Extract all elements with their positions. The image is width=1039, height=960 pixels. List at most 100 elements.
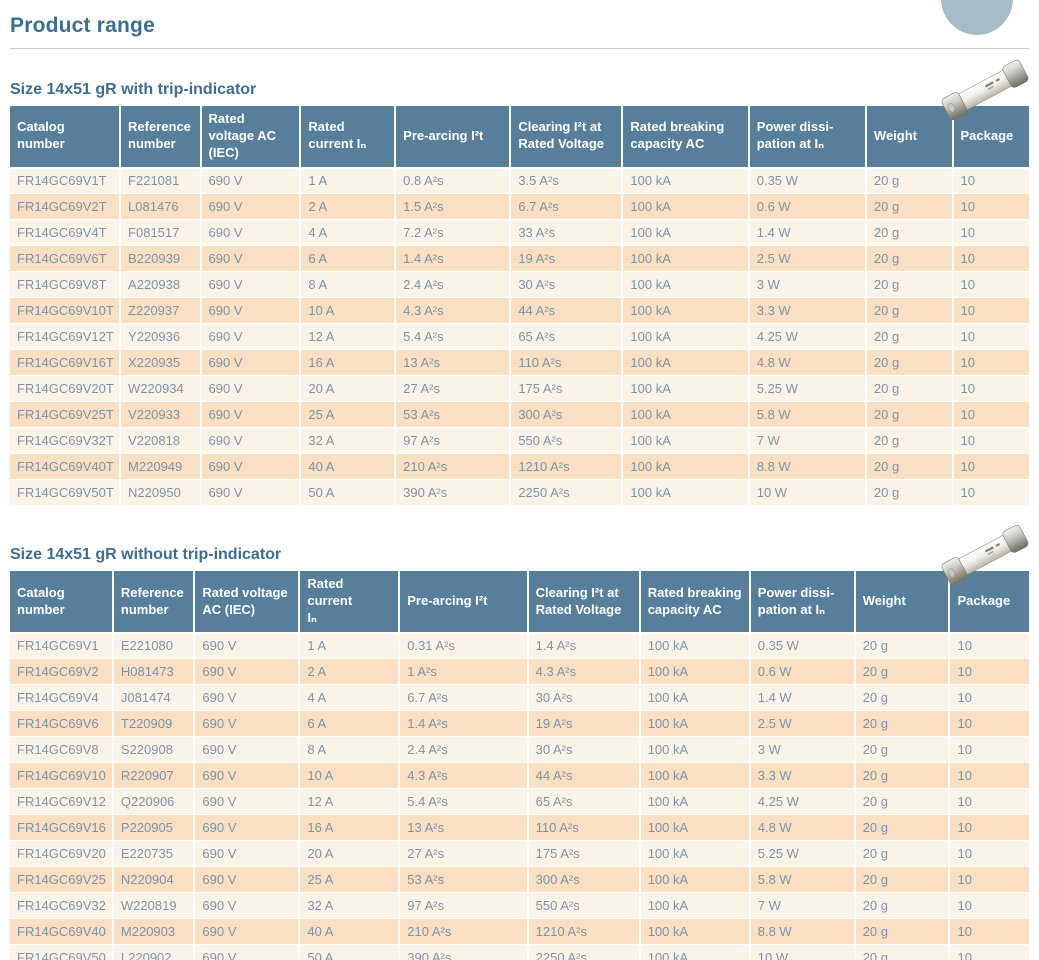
table-cell: 20 g <box>854 684 951 712</box>
table-cell: 690 V <box>200 349 302 377</box>
table-cell: 32 A <box>299 892 401 920</box>
table-cell: FR14GC69V16T <box>10 349 122 377</box>
table-cell: 4.8 W <box>749 814 856 842</box>
table-cell: F081517 <box>120 219 202 247</box>
table-cell: 20 g <box>854 814 951 842</box>
table-cell: 10 <box>949 736 1029 764</box>
column-header: Package <box>949 571 1029 634</box>
table-cell: FR14GC69V16 <box>10 814 114 842</box>
column-header: Rated current Iₙ <box>300 106 397 169</box>
table-cell: 100 kA <box>622 427 750 455</box>
table-cell: FR14GC69V1 <box>10 632 114 660</box>
table-row: FR14GC69V40T M220949 690 V 40 A 210 A²s 1210 … <box>10 453 1029 481</box>
column-header: Rated breaking capacity AC <box>639 571 751 634</box>
table-cell: 6 A <box>299 710 401 738</box>
table-cell: 10 <box>952 427 1029 455</box>
table-cell: 20 g <box>865 219 954 247</box>
table-cell: 20 g <box>865 401 954 429</box>
table-cell: 97 A²s <box>399 892 529 920</box>
table-cell: 10 <box>952 271 1029 299</box>
table-cell: 690 V <box>194 710 301 738</box>
column-header: Rated breaking capacity AC <box>622 106 750 169</box>
table-cell: E221080 <box>112 632 196 660</box>
table-cell: 690 V <box>194 658 301 686</box>
table-row: FR14GC69V10T Z220937 690 V 10 A 4.3 A²s 44 A²… <box>10 297 1029 325</box>
title-divider <box>10 48 1029 49</box>
table-cell: 16 A <box>299 814 401 842</box>
table-cell: FR14GC69V4T <box>10 219 122 247</box>
table-cell: FR14GC69V10T <box>10 297 122 325</box>
table-cell: 550 A²s <box>527 892 641 920</box>
table-cell: 20 g <box>854 762 951 790</box>
table-cell: 1.4 W <box>748 219 867 247</box>
table-cell: 10 <box>952 375 1029 403</box>
table-cell: 1.4 W <box>749 684 856 712</box>
table-cell: 1.4 A²s <box>527 632 641 660</box>
table-cell: FR14GC69V8 <box>10 736 114 764</box>
table-cell: 175 A²s <box>527 840 641 868</box>
table-row: FR14GC69V16 P220905 690 V 16 A 13 A²s 110 A²s… <box>10 814 1029 842</box>
table-cell: 10 <box>949 918 1029 946</box>
table-wrap: Catalog number Reference number Rated volt… <box>10 58 1030 507</box>
table-cell: FR14GC69V12 <box>10 788 114 816</box>
table-cell: 20 g <box>865 427 954 455</box>
table-cell: 690 V <box>200 219 302 247</box>
table-cell: 10 <box>952 401 1029 429</box>
table-cell: 97 A²s <box>395 427 512 455</box>
table-cell: 0.8 A²s <box>395 167 512 195</box>
table-cell: 690 V <box>200 427 302 455</box>
table-cell: 20 g <box>854 944 951 960</box>
table-cell: 690 V <box>194 814 301 842</box>
table-cell: 5.4 A²s <box>399 788 529 816</box>
table-cell: N220904 <box>112 866 196 894</box>
table-cell: Z220937 <box>120 297 202 325</box>
table-row: FR14GC69V32T V220818 690 V 32 A 97 A²s 550 A²… <box>10 427 1029 455</box>
table-cell: 2 A <box>300 193 397 221</box>
column-header: Reference number <box>120 106 202 169</box>
table-cell: 110 A²s <box>510 349 624 377</box>
table-cell: 0.6 W <box>748 193 867 221</box>
table-cell: FR14GC69V32T <box>10 427 122 455</box>
table-cell: 690 V <box>200 453 302 481</box>
table-cell: 1210 A²s <box>510 453 624 481</box>
table-cell: 65 A²s <box>510 323 624 351</box>
table-cell: 5.8 W <box>748 401 867 429</box>
table-cell: 690 V <box>194 736 301 764</box>
column-header: Reference number <box>112 571 196 634</box>
table-cell: 300 A²s <box>527 866 641 894</box>
table-cell: FR14GC69V6T <box>10 245 122 273</box>
table-row: FR14GC69V50 L220902 690 V 50 A 390 A²s 2250 A… <box>10 944 1029 960</box>
table-cell: 100 kA <box>639 944 751 960</box>
table-cell: 100 kA <box>622 167 750 195</box>
table-cell: 10 <box>952 193 1029 221</box>
table-cell: 20 g <box>865 479 954 507</box>
table-cell: 13 A²s <box>395 349 512 377</box>
table-cell: 100 kA <box>639 658 751 686</box>
table-cell: 100 kA <box>622 219 750 247</box>
table-cell: 210 A²s <box>395 453 512 481</box>
table-cell: 100 kA <box>622 479 750 507</box>
table-cell: 12 A <box>300 323 397 351</box>
section-title-with-trip: Size 14x51 gR with trip-indicator <box>10 81 257 98</box>
table-cell: 30 A²s <box>510 271 624 299</box>
table-cell: 100 kA <box>622 323 750 351</box>
table-cell: 10 <box>952 297 1029 325</box>
table-row: FR14GC69V20T W220934 690 V 20 A 27 A²s 175 A²… <box>10 375 1029 403</box>
column-header: Power dissi- pation at Iₙ <box>749 571 856 634</box>
table-cell: 20 g <box>865 193 954 221</box>
table-row: FR14GC69V16T X220935 690 V 16 A 13 A²s 110 A²… <box>10 349 1029 377</box>
table-cell: 10 <box>952 479 1029 507</box>
table-cell: 690 V <box>194 632 301 660</box>
table-cell: 1 A <box>299 632 401 660</box>
product-table-without-trip-indicator: Catalog number Reference number Rated volt… <box>10 571 1029 960</box>
table-cell: 100 kA <box>639 814 751 842</box>
table-cell: 4.25 W <box>748 323 867 351</box>
table-cell: FR14GC69V2T <box>10 193 122 221</box>
table-cell: 53 A²s <box>395 401 512 429</box>
table-cell: 690 V <box>194 892 301 920</box>
table-cell: 20 g <box>854 918 951 946</box>
table-cell: 690 V <box>200 323 302 351</box>
table-row: FR14GC69V25T V220933 690 V 25 A 53 A²s 300 A²… <box>10 401 1029 429</box>
